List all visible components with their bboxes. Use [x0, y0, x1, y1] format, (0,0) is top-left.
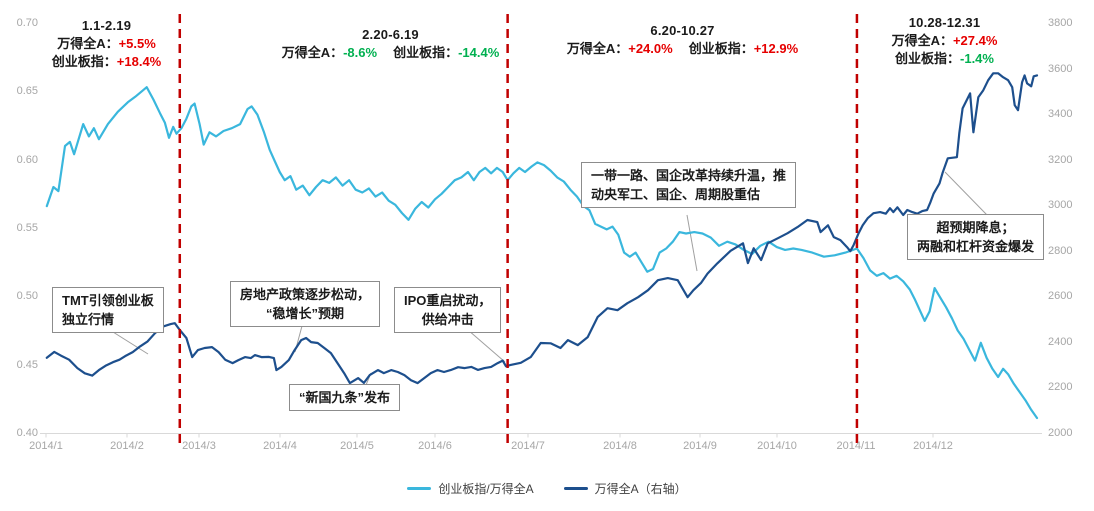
annotation-line: “稳增长”预期	[266, 306, 345, 321]
annotation-tmt: TMT引领创业板 独立行情	[52, 287, 164, 333]
annotation-rate-cut: 超预期降息； 两融和杠杆资金爆发	[907, 214, 1045, 260]
right-axis-tick-label: 2600	[1048, 290, 1073, 303]
annotation-leader-line	[944, 171, 988, 216]
left-axis-tick-label: 0.40	[16, 427, 38, 439]
period-range: 10.28-12.31	[908, 15, 981, 30]
left-axis-tick-label: 0.50	[16, 290, 38, 303]
right-axis-tick-label: 3600	[1048, 62, 1073, 75]
period-stat-label: 万得全A：	[281, 45, 344, 60]
period-summary-2: 2.20-6.19 万得全A：-8.6% 创业板指：-14.4%	[268, 26, 513, 62]
annotation-line: 动央军工、国企、周期股重估	[591, 187, 761, 202]
x-axis-tick-label: 2014/5	[340, 440, 374, 452]
x-axis-tick-label: 2014/11	[836, 440, 876, 452]
right-axis-tick-label: 3400	[1048, 108, 1073, 121]
annotation-leader-line	[112, 331, 149, 355]
x-axis-tick-label: 2014/3	[182, 440, 216, 452]
right-axis-tick-label: 3800	[1048, 17, 1073, 29]
period-summary-1: 1.1-2.19 万得全A：+5.5% 创业板指：+18.4%	[19, 17, 194, 71]
period-stat-value: +12.9%	[753, 41, 799, 56]
period-stat-value: -8.6%	[343, 45, 378, 60]
period-stat: 创业板指：-1.4%	[857, 50, 1032, 68]
annotation-ipo: IPO重启扰动， 供给冲击	[394, 287, 502, 333]
period-stat-value: +27.4%	[952, 33, 998, 48]
left-axis-tick-label: 0.45	[16, 358, 38, 371]
x-axis-tick-label: 2014/12	[913, 440, 953, 452]
period-range: 6.20-10.27	[650, 23, 715, 38]
legend-item-index: 万得全A（右轴）	[563, 480, 687, 497]
annotation-leader-line	[467, 329, 506, 363]
x-axis-tick-label: 2014/6	[418, 440, 452, 452]
period-stats-row: 万得全A：+24.0% 创业板指：+12.9%	[560, 40, 805, 58]
right-axis-tick-label: 2000	[1048, 427, 1073, 439]
left-axis-tick-label: 0.70	[16, 17, 38, 29]
period-stat-value: +5.5%	[118, 36, 156, 51]
period-stat-value: -1.4%	[960, 51, 994, 66]
period-range: 1.1-2.19	[81, 18, 132, 33]
series-line-ratio	[45, 86, 1039, 420]
chart-legend: 创业板指/万得全A 万得全A（右轴）	[0, 480, 1094, 497]
annotation-real-estate: 房地产政策逐步松动， “稳增长”预期	[230, 281, 381, 327]
annotation-line: IPO重启扰动，	[404, 293, 492, 308]
period-stats-row: 万得全A：-8.6% 创业板指：-14.4%	[268, 44, 513, 62]
right-axis-tick-label: 2400	[1048, 335, 1073, 348]
x-axis-tick-label: 2014/1	[29, 440, 63, 452]
annotation-line: 房地产政策逐步松动，	[240, 287, 371, 302]
legend-label-ratio: 创业板指/万得全A	[438, 482, 534, 496]
period-summary-4: 10.28-12.31 万得全A：+27.4% 创业板指：-1.4%	[857, 14, 1032, 68]
series-line-index	[45, 72, 1039, 385]
right-axis-tick-label: 3000	[1048, 199, 1073, 212]
annotation-belt-road: 一带一路、国企改革持续升温，推 动央军工、国企、周期股重估	[581, 162, 797, 208]
legend-swatch-index	[563, 487, 588, 490]
annotation-line: TMT引领创业板	[62, 293, 154, 308]
annotation-line: 供给冲击	[421, 312, 474, 327]
legend-swatch-ratio	[407, 487, 432, 490]
period-stat-label: 万得全A：	[57, 36, 119, 51]
period-stat-value: +24.0%	[628, 41, 673, 56]
legend-item-ratio: 创业板指/万得全A	[407, 480, 534, 497]
period-stat: 创业板指：-14.4%	[393, 44, 499, 62]
annotation-leader-line	[686, 214, 698, 272]
annotation-line: 两融和杠杆资金爆发	[917, 239, 1035, 254]
x-axis-tick-label: 2014/8	[603, 440, 637, 452]
annotation-new-nine: “新国九条”发布	[289, 384, 401, 411]
legend-label-index: 万得全A（右轴）	[594, 482, 687, 496]
x-axis-tick-label: 2014/10	[757, 440, 797, 452]
period-stat-label: 万得全A：	[566, 41, 629, 56]
period-stat-label: 创业板指：	[51, 54, 117, 69]
period-stat-label: 创业板指：	[393, 45, 459, 60]
right-axis-tick-label: 2200	[1048, 381, 1073, 394]
annotation-line: “新国九条”发布	[299, 390, 391, 405]
period-stat: 创业板指：+18.4%	[19, 53, 194, 71]
left-axis-tick-label: 0.55	[16, 222, 38, 234]
period-stat: 万得全A：+24.0%	[567, 40, 673, 58]
annotation-line: 独立行情	[62, 312, 115, 327]
period-stat-value: +18.4%	[116, 54, 162, 69]
x-axis-tick-label: 2014/9	[683, 440, 717, 452]
left-axis-tick-label: 0.65	[16, 85, 38, 98]
period-stat: 创业板指：+12.9%	[689, 40, 798, 58]
period-stat-label: 创业板指：	[688, 41, 754, 56]
right-axis-tick-label: 3200	[1048, 153, 1073, 166]
x-axis-tick-label: 2014/4	[263, 440, 297, 452]
period-range: 2.20-6.19	[362, 27, 419, 42]
period-summary-3: 6.20-10.27 万得全A：+24.0% 创业板指：+12.9%	[560, 22, 805, 58]
period-stat-label: 万得全A：	[891, 33, 953, 48]
annotation-line: 一带一路、国企改革持续升温，推	[591, 168, 787, 183]
period-stat-value: -14.4%	[458, 45, 500, 60]
period-stat: 万得全A：+5.5%	[19, 35, 194, 53]
x-axis-tick-label: 2014/2	[110, 440, 144, 452]
period-stat: 万得全A：-8.6%	[282, 44, 377, 62]
period-stat-label: 创业板指：	[895, 51, 961, 66]
x-axis-tick-label: 2014/7	[511, 440, 545, 452]
period-stat: 万得全A：+27.4%	[857, 32, 1032, 50]
annotation-line: 超预期降息；	[936, 220, 1015, 235]
left-axis-tick-label: 0.60	[16, 153, 38, 166]
right-axis-tick-label: 2800	[1048, 244, 1073, 257]
